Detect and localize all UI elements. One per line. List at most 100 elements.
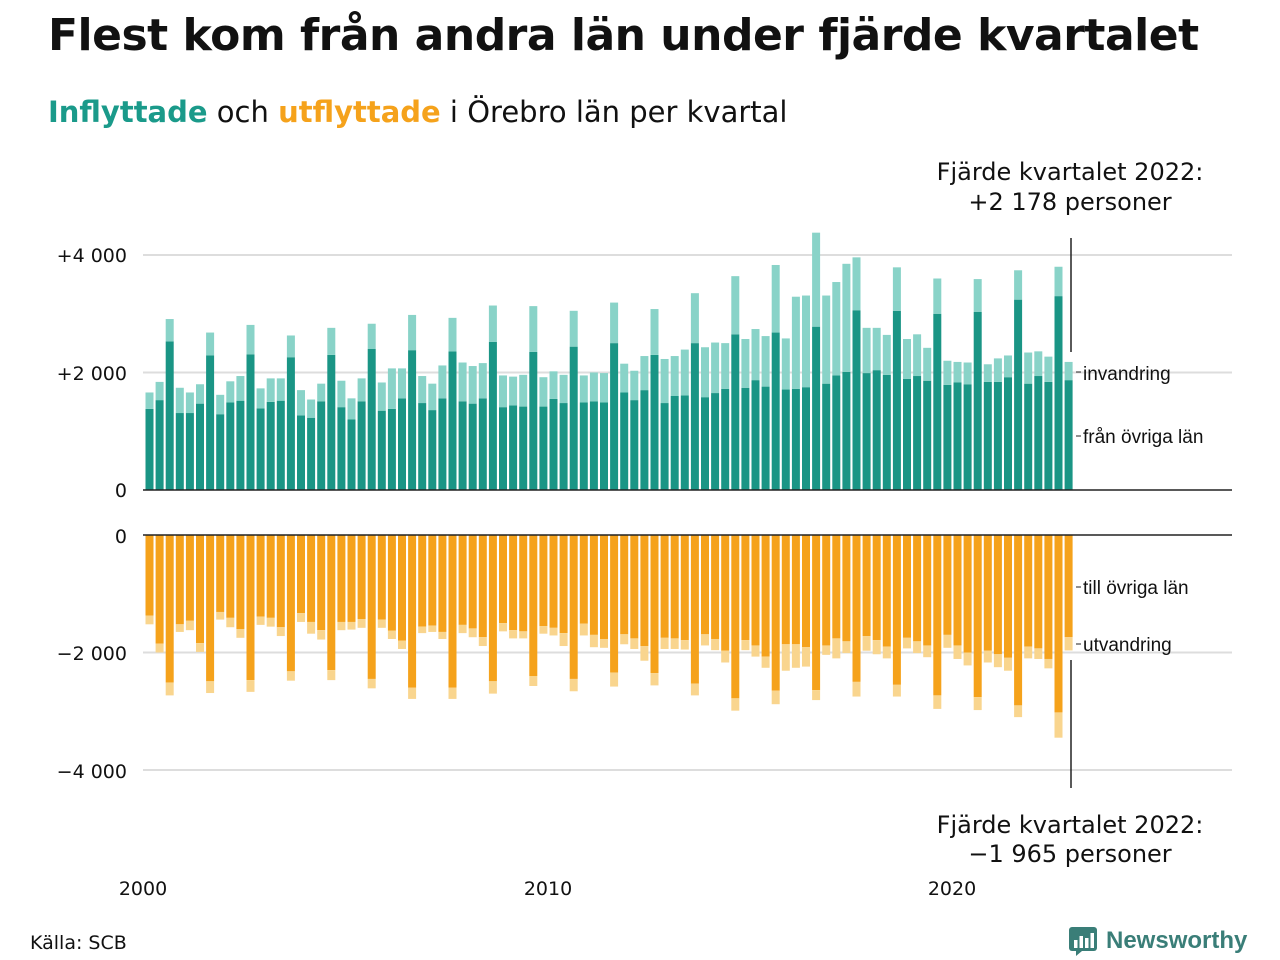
bar-inflytt-ovriga-lan xyxy=(993,381,1002,490)
bar-utvandring xyxy=(761,656,770,668)
bar-inflytt-ovriga-lan xyxy=(741,387,750,490)
bar-invandring xyxy=(660,358,669,404)
bar-utflytt-ovriga-lan xyxy=(771,535,780,691)
bar-inflytt-ovriga-lan xyxy=(1054,296,1063,490)
label-fran-ovriga-lan: från övriga län xyxy=(1083,427,1203,448)
bar-inflytt-ovriga-lan xyxy=(630,400,639,490)
bar-inflytt-ovriga-lan xyxy=(216,414,225,490)
bar-invandring xyxy=(226,381,235,403)
bar-inflytt-ovriga-lan xyxy=(903,378,911,490)
bar-utvandring xyxy=(953,645,962,659)
bar-inflytt-ovriga-lan xyxy=(256,408,265,490)
bar-inflytt-ovriga-lan xyxy=(175,413,184,490)
bar-inflytt-ovriga-lan xyxy=(943,384,952,490)
bar-invandring xyxy=(367,323,376,349)
bar-utvandring xyxy=(185,620,194,631)
bar-utflytt-ovriga-lan xyxy=(357,535,366,620)
bar-utflytt-ovriga-lan xyxy=(206,535,215,682)
bar-utvandring xyxy=(721,650,730,663)
bar-utflytt-ovriga-lan xyxy=(196,535,204,644)
bar-utflytt-ovriga-lan xyxy=(721,535,730,651)
bar-utflytt-ovriga-lan xyxy=(680,535,689,641)
bar-utflytt-ovriga-lan xyxy=(398,535,406,641)
bar-inflytt-ovriga-lan xyxy=(579,402,588,490)
bar-utvandring xyxy=(438,631,447,639)
bar-inflytt-ovriga-lan xyxy=(347,419,356,490)
bar-invandring xyxy=(468,366,477,404)
bar-invandring xyxy=(327,327,336,355)
bar-invandring xyxy=(206,332,215,356)
bar-invandring xyxy=(185,392,194,414)
bar-utflytt-ovriga-lan xyxy=(307,535,316,622)
bar-invandring xyxy=(499,375,507,408)
bar-utvandring xyxy=(802,647,810,667)
bar-invandring xyxy=(832,282,841,376)
bar-inflytt-ovriga-lan xyxy=(327,354,336,490)
bar-inflytt-ovriga-lan xyxy=(145,408,154,490)
bar-utflytt-ovriga-lan xyxy=(226,535,235,618)
bar-invandring xyxy=(882,334,891,375)
bar-utvandring xyxy=(559,633,568,647)
bar-utvandring xyxy=(1044,658,1053,669)
bar-utflytt-ovriga-lan xyxy=(165,535,174,683)
label-utvandring: utvandring xyxy=(1083,635,1172,656)
bar-utvandring xyxy=(579,623,588,636)
bar-inflytt-ovriga-lan xyxy=(690,343,699,490)
bar-invandring xyxy=(640,356,649,391)
bar-utflytt-ovriga-lan xyxy=(903,535,911,638)
bar-invandring xyxy=(670,356,679,396)
bar-inflytt-ovriga-lan xyxy=(781,389,790,490)
bar-inflytt-ovriga-lan xyxy=(913,376,922,490)
bars-layer xyxy=(145,232,1073,738)
bar-utvandring xyxy=(256,616,265,625)
bar-utflytt-ovriga-lan xyxy=(670,535,679,639)
bar-invandring xyxy=(791,296,800,389)
bar-inflytt-ovriga-lan xyxy=(731,334,740,490)
bar-utflytt-ovriga-lan xyxy=(529,535,538,676)
bar-invandring xyxy=(408,314,417,351)
bar-utvandring xyxy=(246,680,255,692)
bar-invandring xyxy=(842,263,851,372)
bar-utflytt-ovriga-lan xyxy=(519,535,528,632)
bar-utvandring xyxy=(226,617,235,628)
bar-invandring xyxy=(317,383,326,402)
bar-utvandring xyxy=(236,629,245,638)
bar-utvandring xyxy=(266,617,275,627)
bar-utflytt-ovriga-lan xyxy=(731,535,740,699)
bar-invandring xyxy=(741,339,750,388)
subtitle-utflyttade: utflyttade xyxy=(278,95,441,129)
bar-utvandring xyxy=(297,613,305,622)
bar-utflytt-ovriga-lan xyxy=(943,535,952,635)
bar-inflytt-ovriga-lan xyxy=(600,402,608,490)
bar-utflytt-ovriga-lan xyxy=(973,535,982,698)
bar-inflytt-ovriga-lan xyxy=(852,310,861,490)
bar-utvandring xyxy=(357,619,366,628)
bar-utflytt-ovriga-lan xyxy=(458,535,467,625)
bar-invandring xyxy=(236,376,245,401)
bar-utflytt-ovriga-lan xyxy=(579,535,588,624)
bar-inflytt-ovriga-lan xyxy=(620,392,629,490)
bar-utvandring xyxy=(963,652,972,666)
bar-invandring xyxy=(438,365,447,399)
upper-y-tick-4000: +4 000 xyxy=(57,245,127,267)
bar-invandring xyxy=(771,264,780,333)
bar-invandring xyxy=(923,347,932,381)
bar-inflytt-ovriga-lan xyxy=(559,403,568,490)
bar-inflytt-ovriga-lan xyxy=(408,350,417,490)
bar-inflytt-ovriga-lan xyxy=(337,407,346,490)
bar-utflytt-ovriga-lan xyxy=(246,535,255,681)
bar-utflytt-ovriga-lan xyxy=(1004,535,1012,658)
bar-invandring xyxy=(812,232,821,327)
bar-inflytt-ovriga-lan xyxy=(499,407,507,490)
bar-inflytt-ovriga-lan xyxy=(266,401,275,490)
bar-utflytt-ovriga-lan xyxy=(802,535,810,648)
bar-utvandring xyxy=(478,637,487,647)
bar-inflytt-ovriga-lan xyxy=(1044,381,1053,490)
bar-utflytt-ovriga-lan xyxy=(791,535,800,645)
bar-utvandring xyxy=(771,690,780,705)
bar-utvandring xyxy=(196,643,204,652)
lower-y-tick-minus-4000: −4 000 xyxy=(57,761,127,783)
bar-utvandring xyxy=(670,638,679,649)
bar-invandring xyxy=(307,399,316,418)
bar-utflytt-ovriga-lan xyxy=(832,535,841,639)
